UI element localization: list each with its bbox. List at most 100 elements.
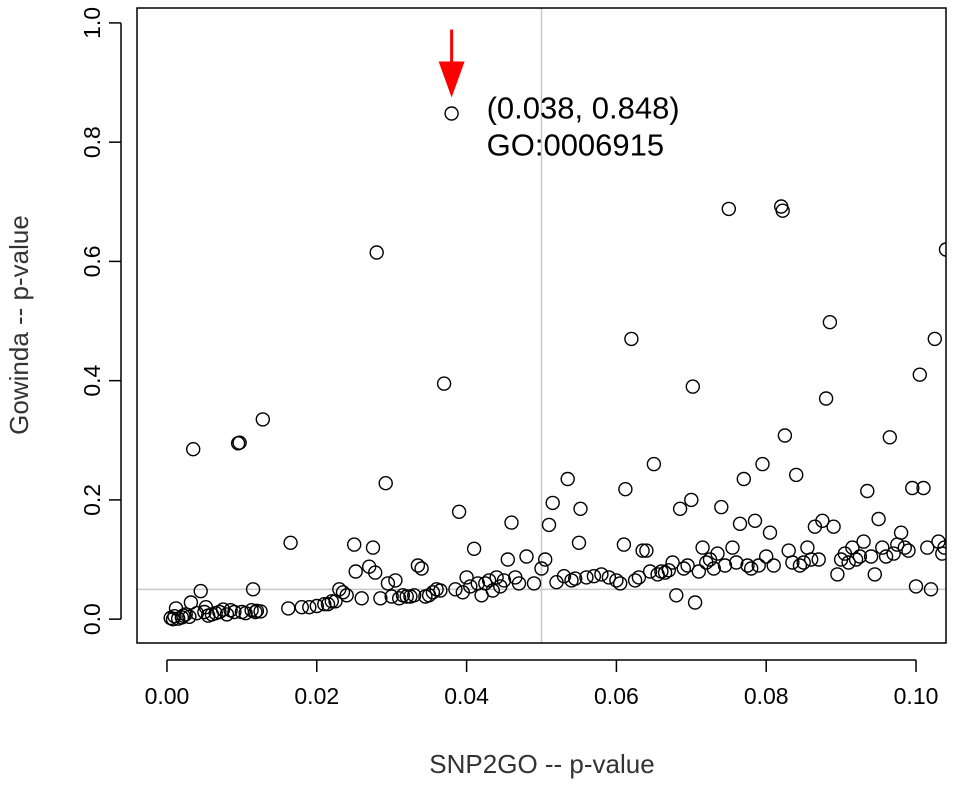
data-point [927,331,942,347]
data-point [309,598,324,614]
data-point [616,537,632,552]
data-point [425,585,441,600]
data-point [294,600,309,615]
x-tick-label: 0.02 [294,683,339,709]
data-points [163,106,946,627]
data-point [215,602,231,617]
data-point [717,558,733,573]
data-point [174,610,190,625]
data-point [672,501,688,516]
data-point [714,499,729,515]
data-point [302,600,317,615]
data-point [459,570,474,585]
x-tick-label: 0.06 [594,683,639,709]
data-point [736,471,751,487]
data-point [811,552,826,567]
x-axis: 0.00 0.02 0.04 0.06 0.08 0.10 [145,659,939,709]
data-point [775,203,790,218]
data-point [335,585,351,600]
data-point [789,467,804,483]
data-point [867,567,882,582]
data-point [526,576,542,591]
data-point [407,588,422,603]
data-point [481,573,497,588]
data-point [755,456,770,472]
data-point [785,555,800,570]
data-point [185,442,201,457]
plot-frame [136,7,947,644]
data-point [740,558,755,573]
data-point [875,540,890,555]
data-point [878,549,894,564]
data-point [830,567,845,582]
data-point [624,331,639,347]
data-point [631,570,647,585]
data-point [882,430,897,445]
data-point [320,597,336,612]
data-point [826,519,841,534]
data-point [339,588,354,603]
data-point [796,555,811,570]
data-point [912,367,927,382]
y-axis-title: Gowinda -- p-value [4,215,34,435]
data-point [167,609,182,624]
data-point [433,583,448,598]
data-point [556,569,572,584]
y-tick-label: 1.0 [79,7,105,39]
data-point [657,565,673,580]
data-point [684,492,699,508]
data-point [369,245,384,260]
data-point [759,549,774,564]
data-point [519,549,534,564]
data-point [639,543,654,558]
data-point [212,604,227,620]
data-point [378,476,393,491]
data-point [255,412,270,427]
data-point [448,582,463,597]
y-tick-label: 0.8 [79,126,105,158]
data-point [227,604,242,620]
data-point [665,555,680,570]
data-point [414,561,429,576]
data-point [893,525,909,540]
data-point [392,591,407,606]
data-point [669,588,684,603]
data-point [642,564,658,579]
data-point [627,573,643,588]
data-point [751,558,766,573]
data-point [568,571,583,586]
data-point [571,535,587,550]
data-point [762,525,778,540]
data-point [541,517,557,533]
data-point [766,558,781,573]
data-point [496,573,512,588]
x-tick-label: 0.08 [744,683,789,709]
data-point [908,579,924,594]
data-point [384,589,399,604]
data-point [680,558,695,573]
y-axis: 0.0 0.2 0.4 0.6 0.8 1.0 [79,7,122,635]
data-point [609,573,624,588]
data-point [687,595,703,610]
data-point [504,515,519,530]
data-point [777,428,793,443]
data-point [744,561,759,576]
data-point [905,480,920,496]
data-point [661,563,676,578]
data-point [860,483,875,499]
x-tick-label: 0.10 [894,683,939,709]
data-point [721,201,736,217]
data-point [253,604,268,619]
data-point [818,391,834,406]
data-point [706,561,721,576]
data-point [938,242,946,257]
data-point [841,555,856,570]
annotation-coordinates: (0.038, 0.848) [487,91,680,126]
data-point [646,456,662,472]
data-point [485,583,500,598]
data-point [354,591,369,606]
data-point [545,495,560,511]
data-point [804,552,819,567]
red-arrow-head-icon [438,61,465,98]
